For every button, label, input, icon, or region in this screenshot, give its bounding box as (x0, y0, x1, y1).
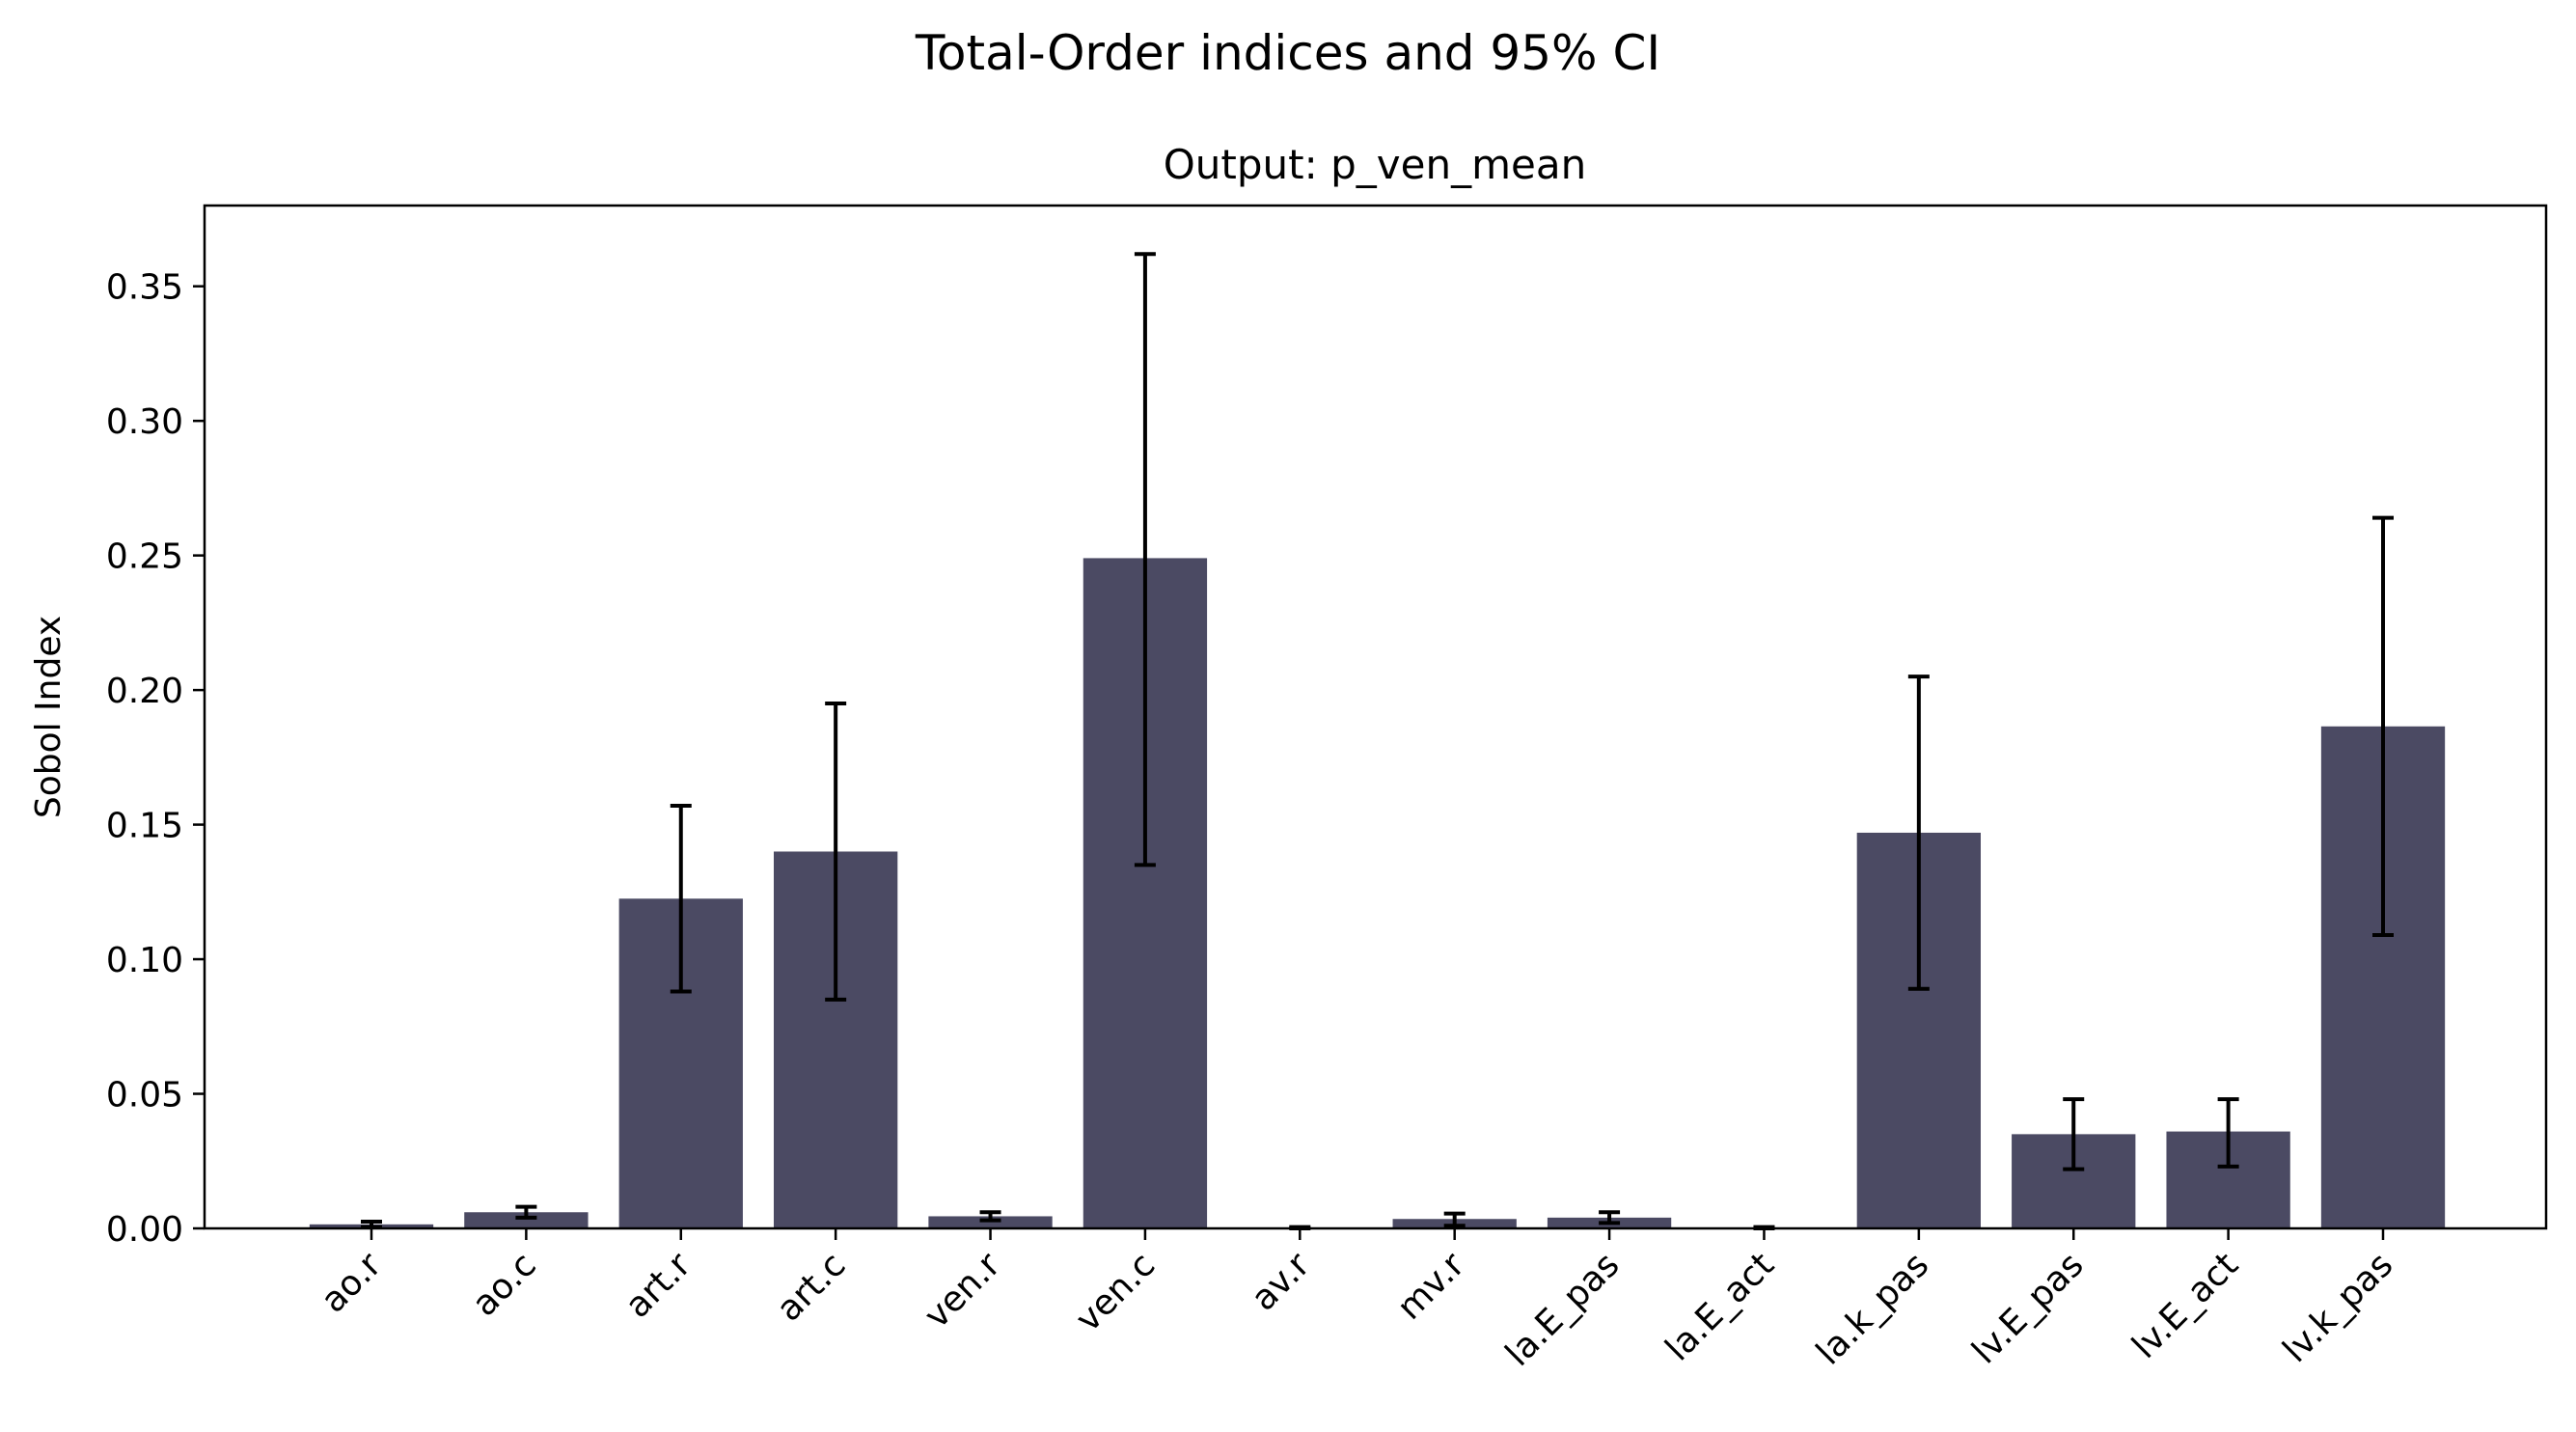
x-tick-label: lv.k_pas (2276, 1245, 2401, 1370)
errorbar-lv.E_act (2217, 1097, 2239, 1169)
x-tick-label: la.E_pas (1498, 1245, 1628, 1374)
plot-frame (203, 204, 2548, 1230)
y-tick-label: 0.05 (106, 1076, 183, 1115)
errorbar-ao.c (515, 1204, 537, 1220)
y-tick-label: 0.00 (106, 1210, 183, 1250)
x-tick-label: lv.E_act (2124, 1245, 2246, 1366)
errorbar-ven.r (979, 1210, 1001, 1223)
errorbar-ven.c (1134, 252, 1156, 867)
x-tick-label: la.E_act (1658, 1245, 1782, 1368)
errorbar-ao.r (361, 1220, 382, 1229)
figure-title: Total-Order indices and 95% CI (915, 25, 1660, 81)
bar-ven.r (928, 1216, 1053, 1228)
x-tick-label: la.k_pas (1809, 1245, 1936, 1372)
bars-group (309, 558, 2446, 1228)
y-tick-label: 0.30 (106, 402, 183, 442)
errorbar-la.E_pas (1599, 1210, 1621, 1225)
errorbars-group (361, 252, 2394, 1230)
y-axis-label: Sobol Index (29, 616, 69, 818)
x-tick-label: ven.r (917, 1245, 1008, 1336)
x-tick-label: ao.c (465, 1245, 544, 1324)
x-tick-label: mv.r (1390, 1245, 1473, 1328)
y-axis: 0.00 0.05 0.10 0.15 0.20 0.25 0.30 0.35 (106, 268, 205, 1250)
errorbar-art.c (825, 702, 847, 1002)
bar-ao.c (464, 1212, 589, 1228)
x-tick-label: ven.c (1068, 1245, 1163, 1339)
errorbar-mv.r (1443, 1211, 1466, 1228)
x-axis: ao.r ao.c art.r art.c ven.r ven.c av.r mv.r la.E… (314, 1228, 2400, 1374)
x-tick-label: av.r (1244, 1245, 1317, 1318)
errorbar-art.r (670, 804, 692, 994)
y-tick-label: 0.10 (106, 941, 183, 980)
y-tick-label: 0.15 (106, 807, 183, 846)
chart-title: Output: p_ven_mean (1164, 141, 1586, 188)
x-tick-label: ao.r (314, 1245, 389, 1320)
y-tick-label: 0.25 (106, 537, 183, 577)
y-tick-label: 0.35 (106, 268, 183, 308)
x-tick-label: art.c (769, 1245, 853, 1329)
errorbar-la.k_pas (1907, 675, 1930, 991)
x-tick-label: lv.E_pas (1965, 1245, 2092, 1371)
errorbar-lv.E_pas (2063, 1097, 2085, 1171)
errorbar-lv.k_pas (2372, 515, 2394, 937)
y-tick-label: 0.20 (106, 672, 183, 711)
x-tick-label: art.r (618, 1245, 699, 1326)
